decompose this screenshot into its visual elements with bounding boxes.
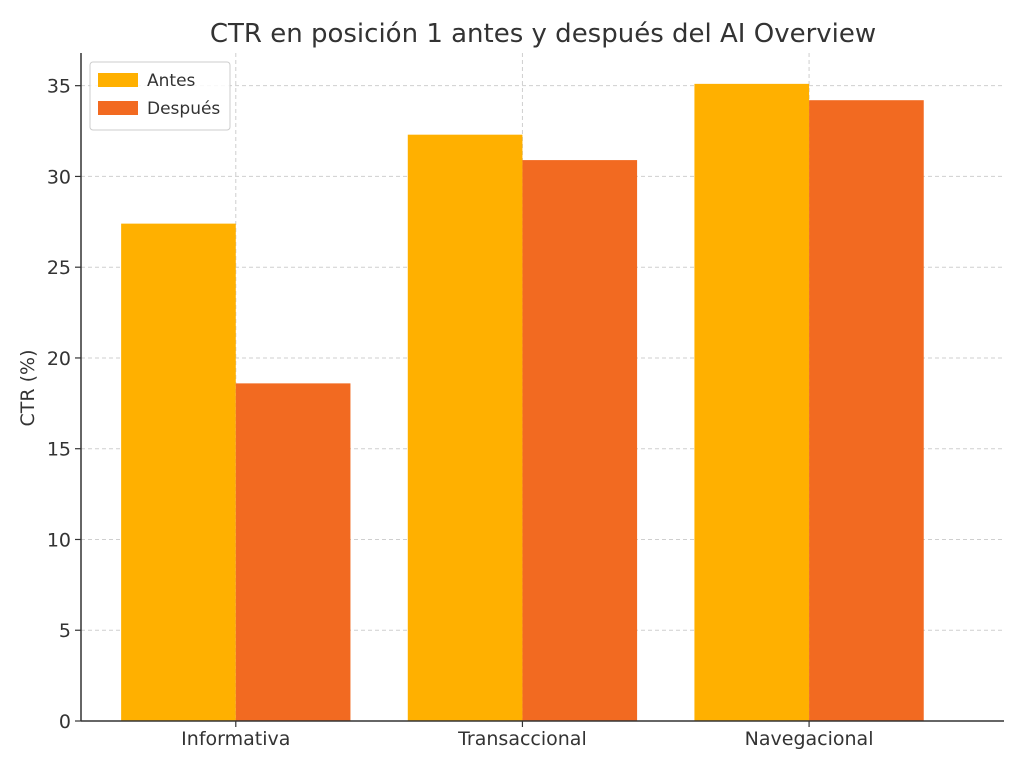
bar-antes-navegacional xyxy=(694,83,810,721)
y-tick-label: 35 xyxy=(47,76,71,98)
legend-swatch-después xyxy=(98,101,138,115)
y-tick-label: 10 xyxy=(47,529,71,551)
legend-label-después: Después xyxy=(147,99,220,119)
legend-swatch-antes xyxy=(98,73,138,87)
y-tick-label: 30 xyxy=(47,166,71,188)
bar-antes-informativa xyxy=(121,223,236,721)
x-tick-label: Informativa xyxy=(181,728,290,750)
y-tick-label: 20 xyxy=(47,348,71,370)
bar-después-transaccional xyxy=(522,160,638,721)
y-axis-label: CTR (%) xyxy=(17,350,39,427)
y-tick-label: 25 xyxy=(47,257,71,279)
bars xyxy=(121,83,924,721)
bar-después-informativa xyxy=(235,383,351,721)
bar-antes-transaccional xyxy=(407,134,523,721)
x-tick-label: Transaccional xyxy=(457,728,587,750)
chart-title: CTR en posición 1 antes y después del AI… xyxy=(210,19,876,49)
bar-después-navegacional xyxy=(809,100,924,721)
axes: 0 5 10 15 20 25 30 35 Informativa Transaccional Na… xyxy=(47,53,1004,750)
y-tick-label: 0 xyxy=(59,711,71,733)
y-tick-label: 5 xyxy=(59,620,71,642)
legend-label-antes: Antes xyxy=(147,71,196,91)
legend: Antes Después xyxy=(89,61,231,131)
x-tick-label: Navegacional xyxy=(745,728,874,750)
y-tick-label: 15 xyxy=(47,439,71,461)
